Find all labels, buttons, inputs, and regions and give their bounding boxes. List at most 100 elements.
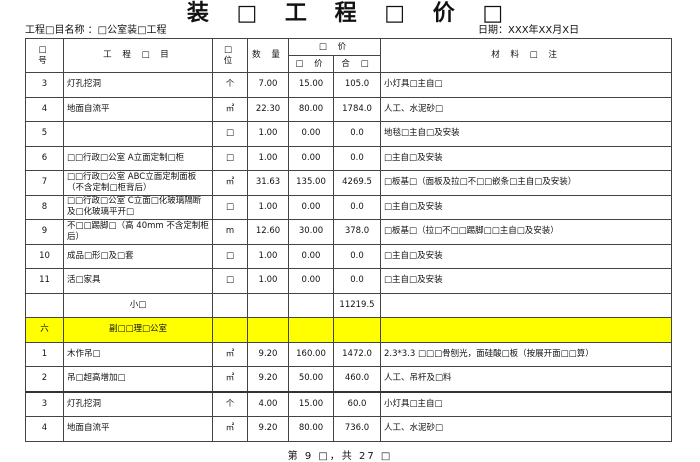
cell-no: 9 <box>25 219 64 245</box>
cell-qty: 7.00 <box>247 72 289 98</box>
header-no: □ 号 <box>25 38 64 73</box>
cell-total: 4269.5 <box>332 170 382 196</box>
cell-qty: 9.20 <box>247 366 289 392</box>
cell-unit: □ <box>212 194 248 220</box>
table-row: 8 □□行政□公室 C立面□化玻璃隔断及□化玻璃平开□ □ 1.00 0.00 0.0 □主… <box>25 194 672 220</box>
cell-notes: □主自□及安装 <box>380 243 672 269</box>
cell-qty: 31.63 <box>247 170 289 196</box>
quote-table: □ 号 工 程 □ 目 □ 位 数 量 □ 价 材 料 □ 注 □ 价 合 □ … <box>25 38 672 442</box>
cell-qty: 1.00 <box>247 268 289 294</box>
cell-unit: ㎡ <box>212 416 248 442</box>
cell-qty: 1.00 <box>247 121 289 147</box>
cell-item: □□行政□公室 C立面□化玻璃隔断及□化玻璃平开□ <box>63 194 213 220</box>
cell-item: 木作吊□ <box>63 341 213 367</box>
cell-no: 7 <box>25 170 64 196</box>
cell-notes: 人工、吊杆及□料 <box>380 366 672 392</box>
cell-unit: □ <box>212 145 248 171</box>
header-item: 工 程 □ 目 <box>63 38 213 73</box>
cell-qty: 1.00 <box>247 194 289 220</box>
cell-no: 3 <box>25 72 64 98</box>
cell-total: 460.0 <box>332 366 382 392</box>
cell-notes: 2.3*3.3 □□□骨刨光，面硅酸□板（按展开面□□算） <box>380 341 672 367</box>
cell-notes: 人工、水泥砂□ <box>380 96 672 122</box>
cell-total: 736.0 <box>332 416 382 442</box>
cell-total: 1784.0 <box>332 96 382 122</box>
cell-total: 378.0 <box>332 219 382 245</box>
header-price-group: □ 价 <box>287 38 382 56</box>
table-row: 3 灯孔挖洞个 7.00 15.00 105.0 小灯具□主自□ <box>25 72 672 98</box>
cell-no: 4 <box>25 96 64 122</box>
cell-notes: □板基□（拉□不□□踢脚□□主自□及安装） <box>380 219 672 245</box>
table-row: 11 活□家具 □ 1.00 0.00 0.0 □主自□及安装 <box>25 268 672 294</box>
cell-price: 15.00 <box>288 390 334 417</box>
cell-qty: 1.00 <box>247 243 289 269</box>
cell-item: □□行政□公室 A立面定制□柜 <box>63 145 213 171</box>
cell-unit: ㎡ <box>212 170 248 196</box>
cell-qty: 12.60 <box>247 219 289 245</box>
cell-price: 0.00 <box>288 145 334 171</box>
cell-item: 吊□超高增加□ <box>63 366 213 392</box>
cell-price: 80.00 <box>288 96 334 122</box>
cell-price: 135.00 <box>288 170 334 196</box>
cell-price: 160.00 <box>288 341 334 367</box>
cell-total: 1472.0 <box>332 341 382 367</box>
subtotal-value: 11219.5 <box>332 292 382 318</box>
subtotal-row: 小□ 11219.5 <box>25 292 672 318</box>
cell-unit: 个 <box>212 390 248 417</box>
project-name: 工程□目名称 ：□公室装□工程 <box>25 25 167 36</box>
cell-qty: 9.20 <box>247 416 289 442</box>
section-row: 六副□□理□公室 <box>25 317 672 343</box>
cell-qty: 4.00 <box>247 390 289 417</box>
table-row: 7 □□行政□公室 ABC立面定制面板（不含定制□柜背后）㎡ 31.63 135.00… <box>25 170 672 196</box>
cell-price: 0.00 <box>288 268 334 294</box>
cell-total: 60.0 <box>332 390 382 417</box>
cell-unit: □ <box>212 243 248 269</box>
cell-notes: 小灯具□主自□ <box>380 72 672 98</box>
table-row: 10 成品□形□及□套 □ 1.00 0.00 0.0 □主自□及安装 <box>25 243 672 269</box>
cell-total: 105.0 <box>332 72 382 98</box>
cell-price: 0.00 <box>288 194 334 220</box>
cell-item: 不□□踢脚□（高 40mm 不含定制柜后） <box>63 219 213 245</box>
cell-unit: m <box>212 219 248 245</box>
cell-notes: □主自□及安装 <box>380 194 672 220</box>
cell-total: 0.0 <box>332 194 382 220</box>
cell-item: 灯孔挖洞 <box>63 390 213 417</box>
cell-notes: □主自□及安装 <box>380 145 672 171</box>
cell-item: 成品□形□及□套 <box>63 243 213 269</box>
cell-total: 0.0 <box>332 243 382 269</box>
cell-item <box>63 121 213 147</box>
cell-price: 50.00 <box>288 366 334 392</box>
cell-price: 30.00 <box>288 219 334 245</box>
table-row: 2 吊□超高增加□ ㎡ 9.20 50.00 460.0 人工、吊杆及□料 <box>25 366 672 392</box>
cell-qty: 1.00 <box>247 145 289 171</box>
cell-notes: 小灯具□主自□ <box>380 390 672 417</box>
cell-price: 80.00 <box>288 416 334 442</box>
table-row: 1 木作吊□ ㎡ 9.20 160.00 1472.0 2.3*3.3 □□□骨刨光，面硅酸… <box>25 341 672 367</box>
cell-total: 0.0 <box>332 145 382 171</box>
table-row: 5 □ 1.00 0.00 0.0 地毯□主自□及安装 <box>25 121 672 147</box>
cell-price: 0.00 <box>288 243 334 269</box>
cell-item: □□行政□公室 ABC立面定制面板（不含定制□柜背后） <box>63 170 213 196</box>
document-date: 日期：XXX年XX月X日 <box>478 25 580 36</box>
page-indicator: 第 9 □，共 27 □ <box>287 451 393 462</box>
document-title: 装 □ 工 程 □ 价 □ <box>186 1 514 26</box>
cell-item: 灯孔挖洞 <box>63 72 213 98</box>
table-row: 3 灯孔挖洞个 4.00 15.00 60.0 小灯具□主自□ <box>25 390 672 417</box>
section-name: 副□□理□公室 <box>63 317 213 343</box>
header-total: 合 □ <box>332 55 382 73</box>
cell-no: 10 <box>25 243 64 269</box>
cell-item: 地面自流平 <box>63 416 213 442</box>
cell-no: 8 <box>25 194 64 220</box>
header-qty: 数 量 <box>247 38 289 73</box>
cell-no: 11 <box>25 268 64 294</box>
header-notes: 材 料 □ 注 <box>380 38 672 73</box>
section-no: 六 <box>25 317 64 343</box>
cell-qty: 9.20 <box>247 341 289 367</box>
cell-no: 2 <box>25 366 64 392</box>
subtotal-label: 小□ <box>63 292 213 318</box>
cell-notes: □板基□（面板及拉□不□□嵌条□主自□及安装） <box>380 170 672 196</box>
cell-notes: 人工、水泥砂□ <box>380 416 672 442</box>
cell-notes: 地毯□主自□及安装 <box>380 121 672 147</box>
